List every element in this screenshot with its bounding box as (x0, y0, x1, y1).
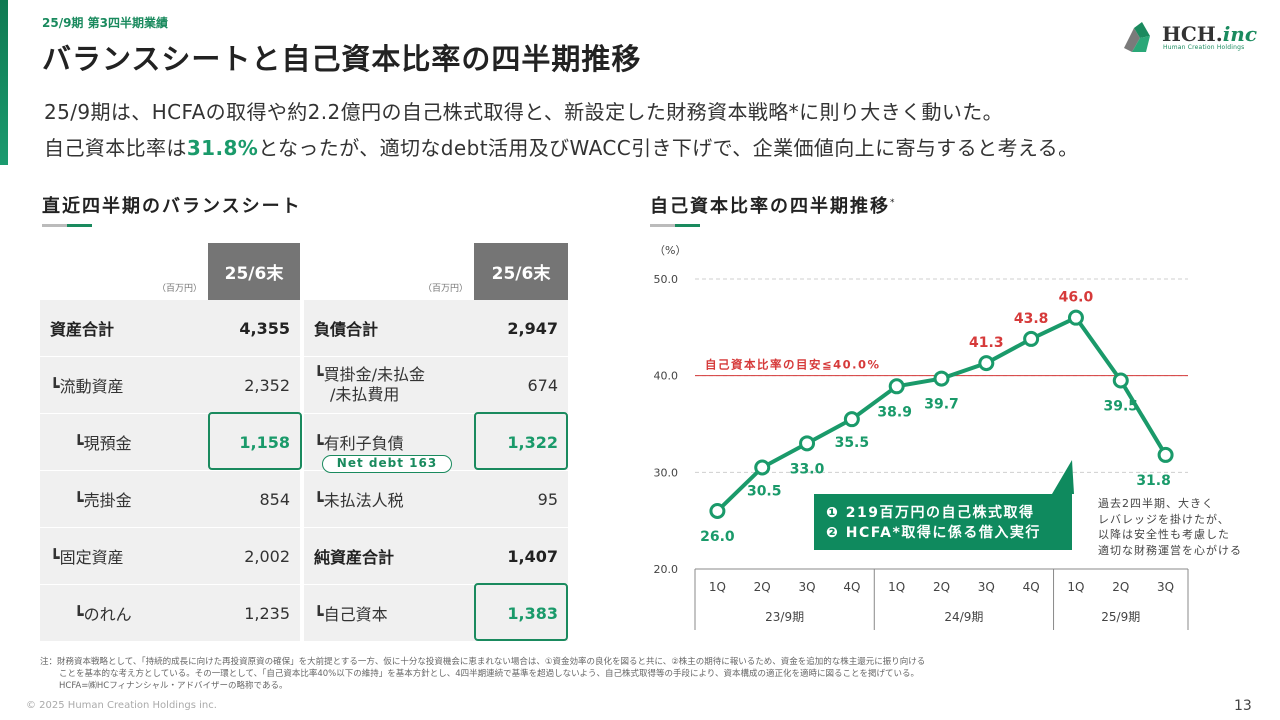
asset-label: ┗固定資産 (40, 528, 208, 584)
callout-line-1: ❶ 219百万円の自己株式取得 (826, 505, 1035, 521)
asset-label: ┗のれん (40, 585, 208, 641)
equity-ratio-chart: （%） 50.0 40.0 30.0 20.0 自己資本比率の目安≦40.0% 1Q 2Q 3Q… (654, 244, 1189, 630)
asset-value: 4,355 (208, 300, 300, 356)
x-tick-label: 2Q (933, 580, 950, 594)
page-number: 13 (1234, 698, 1252, 714)
liability-value: 2,947 (474, 300, 568, 356)
data-label: 41.3 (969, 335, 1004, 351)
liability-label: ┗自己資本 (304, 585, 474, 641)
balance-sheet-title-underline (42, 224, 92, 227)
data-point (1112, 372, 1129, 389)
unit-label-liabilities: （百万円） (422, 284, 468, 294)
cash-highlight-box (208, 412, 302, 470)
liability-label-multiline: ┗買掛金/未払金 /未払費用 (304, 357, 474, 413)
x-tick-label: 2Q (1112, 580, 1129, 594)
headline-line-2: 自己資本比率は31.8%となったが、適切なdebt活用及びWACC引き下げで、企… (44, 136, 1079, 160)
callout-line-2: ❷ HCFA*取得に係る借入実行 (826, 525, 1041, 541)
section-label: 25/9期 第3四半期業績 (42, 16, 168, 30)
logo-subtitle: Human Creation Holdings (1163, 44, 1245, 51)
equity-ratio-highlight: 31.8% (186, 136, 259, 160)
chart-title: 自己資本比率の四半期推移* (650, 196, 895, 217)
data-label: 30.5 (747, 484, 782, 500)
data-label: 26.0 (700, 529, 735, 545)
callout-pointer-icon (1052, 460, 1074, 494)
x-tick-label: 4Q (843, 580, 860, 594)
data-point (978, 355, 995, 372)
x-tick-label: 1Q (1067, 580, 1084, 594)
asset-value: 2,352 (208, 357, 300, 413)
balance-sheet-title: 直近四半期のバランスシート (42, 196, 302, 217)
data-point (1023, 330, 1040, 347)
liability-value-highlight: 1,322 (474, 414, 568, 470)
copyright: © 2025 Human Creation Holdings inc. (26, 700, 217, 711)
asset-value-highlight: 1,158 (208, 414, 300, 470)
data-point (709, 503, 726, 519)
asset-label: ┗流動資産 (40, 357, 208, 413)
asset-label: ┗現預金 (40, 414, 208, 470)
liability-label-continued: /未払費用 (330, 385, 400, 404)
debt-highlight-box (474, 412, 568, 470)
net-debt-badge: Net debt 163 (322, 455, 452, 473)
liability-value: 95 (474, 471, 568, 527)
liability-label: 純資産合計 (304, 528, 474, 584)
y-tick-label: 20.0 (654, 563, 679, 576)
equity-highlight-box (474, 583, 568, 641)
headline-line-1: 25/9期は、HCFAの取得や約2.2億円の自己株式取得と、新設定した財務資本戦… (44, 100, 1004, 124)
y-tick-label: 30.0 (654, 466, 679, 479)
data-point (843, 411, 860, 428)
asset-value: 2,002 (208, 528, 300, 584)
x-tick-label: 3Q (1157, 580, 1174, 594)
x-group-label: 23/9期 (765, 610, 804, 624)
data-label: 43.8 (1014, 311, 1049, 327)
period-header-assets: 25/6末 (208, 243, 300, 300)
chart-title-underline (650, 224, 700, 227)
data-label: 33.0 (790, 461, 825, 477)
equity-ratio-line (716, 315, 1168, 513)
x-tick-label: 4Q (1023, 580, 1040, 594)
data-point (1157, 446, 1174, 463)
accent-bar (0, 0, 8, 165)
y-tick-label: 40.0 (654, 370, 679, 383)
x-tick-label: 3Q (978, 580, 995, 594)
liability-label: 負債合計 (304, 300, 474, 356)
data-point (888, 378, 905, 395)
liability-value: 1,407 (474, 528, 568, 584)
x-tick-label: 1Q (709, 580, 726, 594)
company-logo-icon (1124, 22, 1150, 52)
data-point (799, 435, 816, 452)
data-label: 35.5 (835, 435, 870, 451)
callout-box: ❶ 219百万円の自己株式取得 ❷ HCFA*取得に係る借入実行 (814, 494, 1072, 550)
data-label: 38.9 (877, 404, 912, 420)
data-point (754, 459, 771, 476)
logo-text: HCH.inc (1162, 22, 1258, 46)
data-label: 31.8 (1136, 473, 1171, 489)
y-tick-label: 50.0 (654, 273, 679, 286)
x-group-label: 25/9期 (1101, 610, 1140, 624)
unit-label-assets: （百万円） (156, 284, 202, 294)
data-point (933, 370, 950, 387)
asset-value: 1,235 (208, 585, 300, 641)
liability-value-highlight: 1,383 (474, 585, 568, 641)
page-title: バランスシートと自己資本比率の四半期推移 (42, 42, 642, 76)
data-label: 39.7 (924, 397, 959, 413)
balance-sheet-table: （百万円） 25/6末 （百万円） 25/6末 資産合計 4,355 ┗流動資産… (40, 243, 568, 641)
target-reference-label: 自己資本比率の目安≦40.0% (705, 358, 881, 372)
data-point (1067, 309, 1084, 326)
side-note: 過去2四半期、大きく レバレッジを掛けたが、 以降は安全性も考慮した 適切な財務… (1098, 497, 1242, 557)
y-axis-unit: （%） (654, 244, 686, 257)
x-tick-label: 3Q (798, 580, 815, 594)
footnote: 注：財務資本戦略として、「持続的成長に向けた再投資原資の確保」を大前提とする一方… (40, 657, 926, 691)
x-tick-label: 2Q (754, 580, 771, 594)
asset-label: 資産合計 (40, 300, 208, 356)
period-header-liabilities: 25/6末 (474, 243, 568, 300)
data-label: 39.5 (1103, 399, 1138, 415)
x-tick-label: 1Q (888, 580, 905, 594)
liability-value: 674 (474, 357, 568, 413)
data-label: 46.0 (1059, 290, 1094, 306)
asset-value: 854 (208, 471, 300, 527)
liability-label: ┗買掛金/未払金 (314, 365, 426, 384)
x-group-label: 24/9期 (944, 610, 983, 624)
asset-label: ┗売掛金 (40, 471, 208, 527)
liability-label: ┗未払法人税 (304, 471, 474, 527)
